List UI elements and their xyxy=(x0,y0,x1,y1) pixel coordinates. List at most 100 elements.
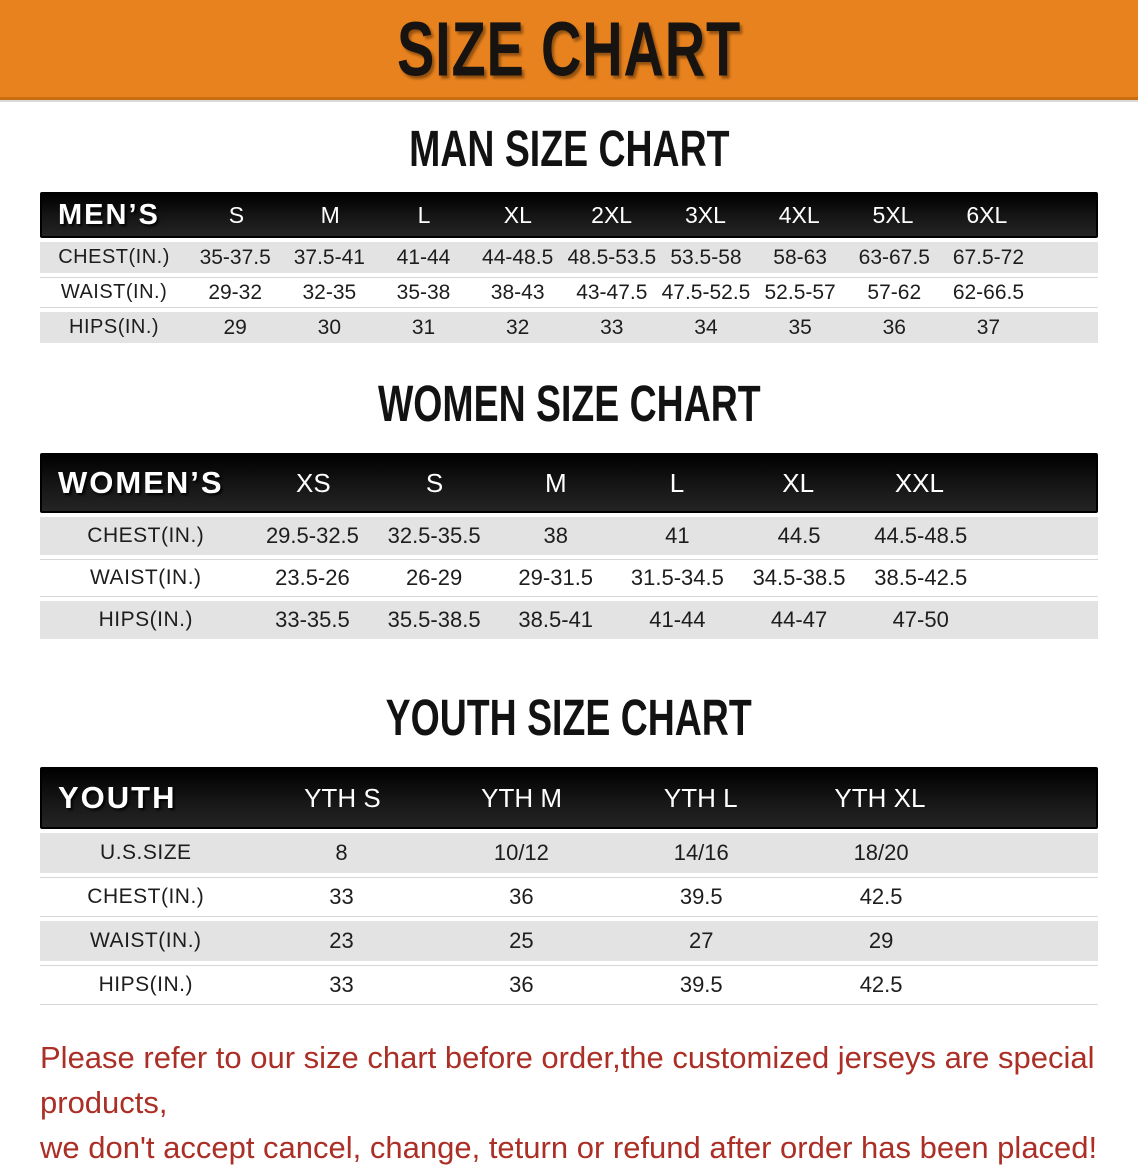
measurement-value-cell: 41-44 xyxy=(649,607,706,632)
measurement-value-cell: 10/12 xyxy=(493,840,549,865)
measurement-value-cell: 48.5-53.5 xyxy=(567,245,657,269)
measurement-value-cell: 36 xyxy=(509,972,534,997)
row-label-cell: HIPS(IN.) xyxy=(98,973,193,996)
measurement-value-cell: 14/16 xyxy=(673,840,729,865)
row-label-cell: CHEST(IN.) xyxy=(58,246,170,268)
table-row: HIPS(IN.) 29 30 31 32 33 34 35 36 37 xyxy=(40,312,1098,343)
size-column-header: 2XL xyxy=(591,201,633,228)
measurement-value-cell: 53.5-58 xyxy=(670,245,742,269)
measurement-value-cell: 30 xyxy=(317,315,342,339)
measurement-value-cell: 37.5-41 xyxy=(293,245,365,269)
measurement-value-cell: 25 xyxy=(509,928,534,953)
size-column-header: 5XL xyxy=(872,201,914,228)
size-column-header: YTH M xyxy=(481,782,562,813)
measurement-value-cell: 29.5-32.5 xyxy=(265,523,359,548)
table-row: HIPS(IN.) 33-35.5 35.5-38.5 38.5-41 41-44 44-… xyxy=(40,601,1098,639)
size-column-header: S xyxy=(425,467,444,498)
measurement-value-cell: 42.5 xyxy=(859,884,903,909)
table-title-cell: WOMEN’S xyxy=(58,465,224,500)
measurement-value-cell: 42.5 xyxy=(859,972,903,997)
measurement-value-cell: 58-63 xyxy=(773,245,827,269)
measurement-value-cell: 34.5-38.5 xyxy=(752,565,846,590)
youth-size-chart-section: YOUTH SIZE CHART YOUTH YTH S YTH M YTH L YTH… xyxy=(0,639,1138,1005)
row-label-cell: HIPS(IN.) xyxy=(98,608,193,631)
measurement-value-cell: 35-37.5 xyxy=(199,245,271,269)
table-title-cell: YOUTH xyxy=(58,780,177,815)
table-row: CHEST(IN.) 33 36 39.5 42.5 xyxy=(40,877,1098,917)
measurement-value-cell: 62-66.5 xyxy=(952,280,1025,304)
size-column-header: 6XL xyxy=(966,201,1008,228)
table-row: WAIST(IN.) 29-32 32-35 35-38 38-43 43-47.5 47.… xyxy=(40,277,1098,308)
row-label-cell: WAIST(IN.) xyxy=(60,281,168,303)
size-column-header: XL xyxy=(503,201,532,228)
size-chart-banner: SIZE CHART xyxy=(0,0,1138,100)
measurement-value-cell: 34 xyxy=(694,315,718,339)
womens-size-table: WOMEN’S XS S M L XL XXL CHEST(IN.) 29.5-32.5 32.5… xyxy=(40,453,1098,639)
measurement-value-cell: 31 xyxy=(411,315,436,339)
man-size-chart-heading-text: MAN SIZE CHART xyxy=(408,121,730,178)
measurement-value-cell: 33 xyxy=(329,884,354,909)
size-column-header: XXL xyxy=(894,467,944,498)
measurement-value-cell: 39.5 xyxy=(679,972,723,997)
order-notice-line-1: Please refer to our size chart before or… xyxy=(40,1040,1095,1120)
measurement-value-cell: 35 xyxy=(788,315,812,339)
measurement-value-cell: 26-29 xyxy=(405,565,463,590)
measurement-value-cell: 47.5-52.5 xyxy=(661,280,751,304)
size-column-header: S xyxy=(228,201,245,228)
table-row: CHEST(IN.) 35-37.5 37.5-41 41-44 44-48.5 48.5… xyxy=(40,242,1098,273)
measurement-value-cell: 33 xyxy=(329,972,354,997)
measurement-value-cell: 32-35 xyxy=(302,280,357,304)
measurement-value-cell: 32 xyxy=(505,315,530,339)
size-column-header: XL xyxy=(782,467,815,498)
measurement-value-cell: 35.5-38.5 xyxy=(387,607,481,632)
row-label-cell: HIPS(IN.) xyxy=(69,316,160,338)
measurement-value-cell: 32.5-35.5 xyxy=(387,523,481,548)
measurement-value-cell: 38 xyxy=(543,523,568,548)
measurement-value-cell: 41-44 xyxy=(396,245,451,269)
banner-title: SIZE CHART xyxy=(397,5,741,92)
measurement-value-cell: 38.5-42.5 xyxy=(874,565,968,590)
size-column-header: M xyxy=(320,201,340,228)
women-size-chart-heading: WOMEN SIZE CHART xyxy=(0,343,1138,453)
table-title-cell: MEN’S xyxy=(58,198,160,231)
measurement-value-cell: 44.5-48.5 xyxy=(874,523,968,548)
measurement-value-cell: 39.5 xyxy=(679,884,723,909)
table-row: HIPS(IN.) 33 36 39.5 42.5 xyxy=(40,965,1098,1005)
measurement-value-cell: 41 xyxy=(665,523,690,548)
measurement-value-cell: 27 xyxy=(689,928,714,953)
measurement-value-cell: 29-31.5 xyxy=(518,565,594,590)
size-column-header: YTH L xyxy=(663,782,738,813)
measurement-value-cell: 33 xyxy=(600,315,624,339)
order-notice: Please refer to our size chart before or… xyxy=(40,1035,1098,1170)
size-column-header: YTH S xyxy=(304,782,381,813)
measurement-value-cell: 29 xyxy=(868,928,894,953)
measurement-value-cell: 63-67.5 xyxy=(858,245,930,269)
measurement-value-cell: 36 xyxy=(882,315,906,339)
size-column-header: L xyxy=(417,201,431,228)
measurement-value-cell: 38-43 xyxy=(490,280,545,304)
measurement-value-cell: 31.5-34.5 xyxy=(630,565,724,590)
row-label-cell: U.S.SIZE xyxy=(100,841,192,864)
measurement-value-cell: 18/20 xyxy=(853,840,909,865)
measurement-value-cell: 29 xyxy=(223,315,247,339)
row-label-cell: CHEST(IN.) xyxy=(87,885,205,908)
measurement-value-cell: 47-50 xyxy=(892,607,949,632)
youth-size-table: YOUTH YTH S YTH M YTH L YTH XL U.S.SIZE 8 10/12… xyxy=(40,767,1098,1005)
row-label-cell: WAIST(IN.) xyxy=(90,566,202,589)
man-size-chart-section: MAN SIZE CHART MEN’S S M L XL 2XL 3XL 4XL 5XL 6XL… xyxy=(0,100,1138,343)
table-row: WAIST(IN.) 23 25 27 29 xyxy=(40,921,1098,961)
table-row: WAIST(IN.) 23.5-26 26-29 29-31.5 31.5-34.5 34… xyxy=(40,559,1098,597)
measurement-value-cell: 44-48.5 xyxy=(482,245,554,269)
measurement-value-cell: 38.5-41 xyxy=(518,607,594,632)
measurement-value-cell: 67.5-72 xyxy=(952,245,1025,269)
measurement-value-cell: 23 xyxy=(329,928,354,953)
size-column-header: YTH XL xyxy=(834,782,926,813)
row-label-cell: WAIST(IN.) xyxy=(90,929,202,952)
size-column-header: 3XL xyxy=(684,201,726,228)
measurement-value-cell: 36 xyxy=(509,884,534,909)
youth-size-chart-heading: YOUTH SIZE CHART xyxy=(0,639,1138,767)
women-size-chart-section: WOMEN SIZE CHART WOMEN’S XS S M L XL XXL CHEST(… xyxy=(0,343,1138,639)
measurement-value-cell: 52.5-57 xyxy=(764,280,836,304)
women-size-chart-heading-text: WOMEN SIZE CHART xyxy=(377,376,761,433)
measurement-value-cell: 43-47.5 xyxy=(576,280,648,304)
